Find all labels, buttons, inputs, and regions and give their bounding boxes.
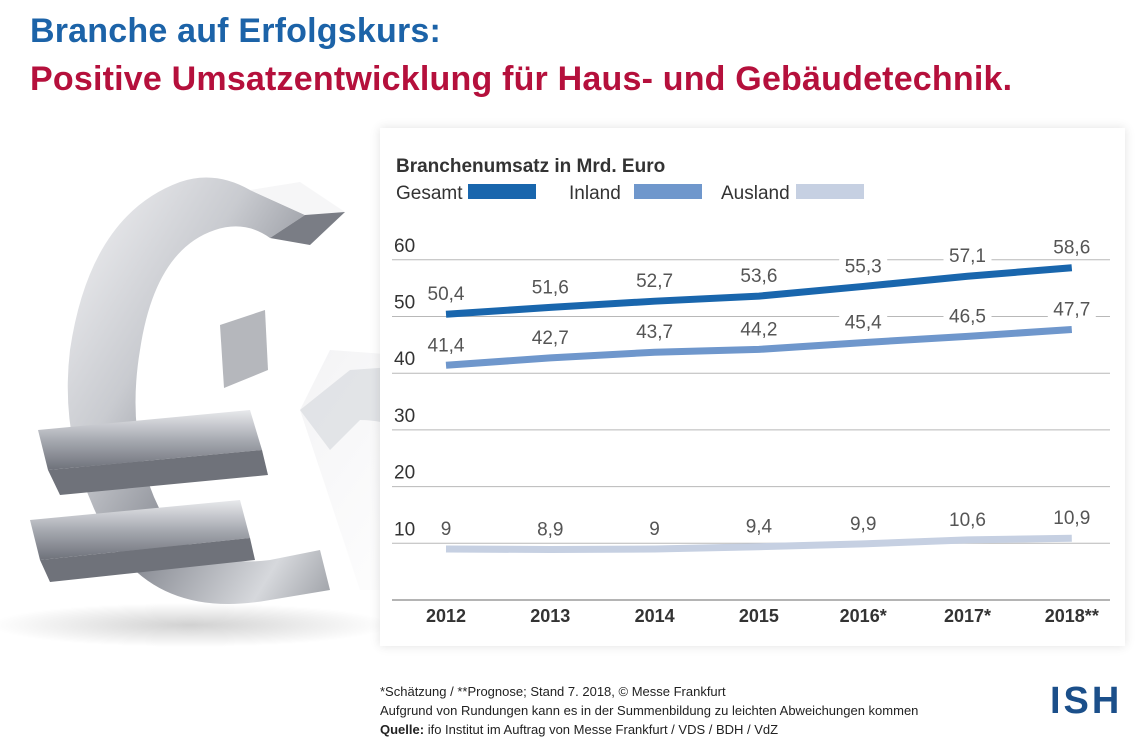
data-label: 9,9 (850, 514, 876, 535)
y-tick-label: 10 (394, 519, 415, 540)
source-text: ifo Institut im Auftrag von Messe Frankf… (424, 722, 779, 737)
data-label: 44,2 (740, 319, 777, 340)
data-label-bg (943, 304, 992, 327)
data-label: 9,4 (746, 517, 773, 538)
data-label-bg (943, 507, 992, 530)
data-label-bg (422, 282, 470, 305)
data-label-bg (646, 516, 663, 539)
data-label-bg (839, 254, 888, 277)
legend-swatch-gesamt (468, 184, 536, 199)
legend-swatch-inland (634, 184, 702, 199)
data-label-bg (526, 325, 575, 348)
y-axis-ticks: 10 20 30 40 50 60 (394, 236, 415, 540)
x-tick-label: 2014 (635, 606, 675, 626)
chart-svg: Branchenumsatz in Mrd. Euro Gesamt Inland… (392, 156, 1110, 626)
data-label-bg (422, 333, 470, 356)
series-line-ausland (445, 534, 1072, 554)
data-label-bg (943, 244, 992, 267)
legend-swatch-ausland (796, 184, 864, 199)
x-tick-label: 2017* (944, 606, 991, 626)
data-label: 57,1 (949, 246, 986, 267)
x-tick-label: 2018** (1045, 606, 1099, 626)
source-label: Quelle: (380, 722, 425, 737)
y-tick-label: 40 (394, 349, 415, 370)
legend-label-ausland: Ausland (721, 183, 790, 204)
data-label-bg (526, 275, 575, 298)
x-tick-label: 2012 (426, 606, 466, 626)
legend-label-gesamt: Gesamt (396, 183, 463, 204)
x-tick-label: 2015 (739, 606, 779, 626)
y-tick-label: 60 (394, 236, 415, 257)
headline-line-2: Positive Umsatzentwicklung für Haus- und… (30, 60, 1013, 98)
footnote-estimate: *Schätzung / **Prognose; Stand 7. 2018, … (380, 684, 726, 699)
data-label-bg (630, 320, 679, 343)
footnote-rounding: Aufgrund von Rundungen kann es in der Su… (380, 703, 919, 718)
data-label-bg (734, 264, 783, 287)
data-label-bg (844, 511, 882, 534)
data-label-bg (1047, 506, 1096, 529)
data-label: 55,3 (845, 256, 882, 277)
data-label-bg (531, 517, 570, 540)
data-label: 42,7 (532, 328, 569, 349)
data-label-bg (1047, 297, 1096, 320)
data-label: 43,7 (636, 322, 673, 343)
data-label: 50,4 (428, 284, 465, 305)
data-label-bg (630, 269, 679, 292)
legend: Gesamt Inland Ausland (396, 183, 864, 204)
data-label-bg (1047, 235, 1096, 258)
legend-label-inland: Inland (569, 183, 621, 204)
y-tick-label: 50 (394, 293, 415, 314)
series-lines (445, 264, 1073, 554)
data-label: 52,7 (636, 271, 673, 292)
chart-title: Branchenumsatz in Mrd. Euro (396, 156, 665, 177)
data-label: 47,7 (1053, 300, 1090, 321)
footnote-source: Quelle: ifo Institut im Auftrag von Mess… (380, 722, 778, 737)
data-label: 9 (441, 519, 452, 540)
data-label: 9 (649, 519, 660, 540)
x-tick-label: 2016* (840, 606, 887, 626)
y-tick-label: 20 (394, 463, 415, 484)
data-label-bg (839, 310, 888, 333)
data-label-bg (740, 514, 778, 537)
data-label: 41,4 (428, 335, 465, 356)
data-label-bg (437, 516, 455, 539)
chart-panel: Branchenumsatz in Mrd. Euro Gesamt Inland… (380, 128, 1125, 646)
data-label: 58,6 (1053, 238, 1090, 259)
series-line-inland (445, 326, 1073, 369)
x-axis-ticks: 2012 2013 2014 2015 2016* 2017* 2018** (426, 606, 1099, 626)
series-line-gesamt (445, 264, 1073, 318)
data-label: 45,4 (845, 313, 882, 334)
data-label: 53,6 (740, 266, 777, 287)
data-label-bg (734, 317, 783, 340)
ish-logo: ISH (1050, 680, 1123, 722)
headline-line-1: Branche auf Erfolgskurs: (30, 12, 442, 50)
data-label: 46,5 (949, 306, 986, 327)
data-labels: 50,4 51,6 52,7 53,6 55,3 57,1 58,6 41,4 42,7 43,7… (422, 235, 1096, 541)
data-label: 8,9 (537, 520, 563, 541)
y-tick-label: 30 (394, 406, 415, 427)
data-label: 51,6 (532, 277, 569, 298)
data-label: 10,6 (949, 510, 986, 531)
data-label: 10,9 (1053, 508, 1090, 529)
x-tick-label: 2013 (530, 606, 570, 626)
